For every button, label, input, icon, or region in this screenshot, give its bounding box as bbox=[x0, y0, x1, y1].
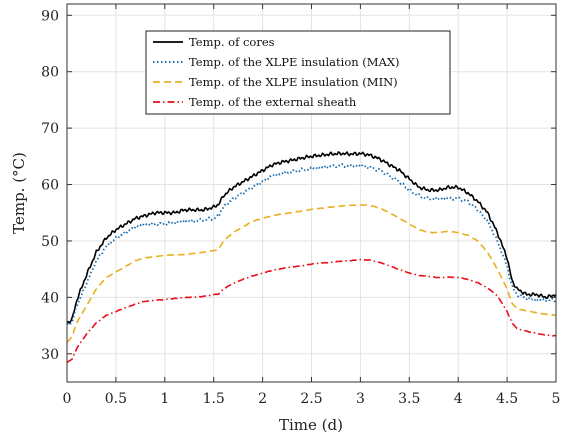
x-axis-label: Time (d) bbox=[279, 416, 343, 434]
legend-label: Temp. of cores bbox=[189, 35, 275, 49]
x-tick-label: 0 bbox=[63, 391, 72, 407]
ticks bbox=[66, 4, 557, 382]
y-tick-label: 50 bbox=[41, 234, 59, 250]
y-tick-label: 30 bbox=[41, 347, 59, 363]
x-tick-label: 0.5 bbox=[105, 391, 127, 407]
x-tick-label: 2 bbox=[258, 391, 267, 407]
x-tick-label: 4 bbox=[454, 391, 463, 407]
x-tick-label: 2.5 bbox=[300, 391, 322, 407]
y-tick-label: 40 bbox=[41, 290, 59, 306]
y-tick-labels: 30 40 50 60 70 80 90 bbox=[41, 8, 59, 363]
series-lines bbox=[66, 151, 557, 364]
legend-label: Temp. of the XLPE insulation (MIN) bbox=[189, 75, 398, 89]
y-tick-label: 80 bbox=[41, 65, 59, 81]
x-tick-label: 5 bbox=[552, 391, 561, 407]
x-tick-label: 1 bbox=[160, 391, 169, 407]
x-tick-labels: 0 0.5 1 1.5 2 2.5 3 3.5 4 4.5 5 bbox=[63, 391, 561, 407]
y-tick-label: 70 bbox=[41, 121, 59, 137]
y-tick-label: 60 bbox=[41, 178, 59, 194]
x-tick-label: 3.5 bbox=[398, 391, 420, 407]
legend-label: Temp. of the XLPE insulation (MAX) bbox=[189, 55, 400, 69]
series-line-4 bbox=[66, 258, 556, 364]
series-line-1 bbox=[66, 151, 557, 324]
series-line-3 bbox=[66, 204, 556, 343]
legend: Temp. of cores Temp. of the XLPE insulati… bbox=[145, 30, 451, 115]
x-tick-label: 4.5 bbox=[496, 391, 518, 407]
legend-box bbox=[145, 30, 451, 115]
legend-label: Temp. of the external sheath bbox=[189, 95, 357, 109]
x-tick-label: 3 bbox=[356, 391, 365, 407]
x-tick-label: 1.5 bbox=[203, 391, 225, 407]
y-axis-label: Temp. (°C) bbox=[10, 152, 28, 234]
y-tick-label: 90 bbox=[41, 8, 59, 24]
